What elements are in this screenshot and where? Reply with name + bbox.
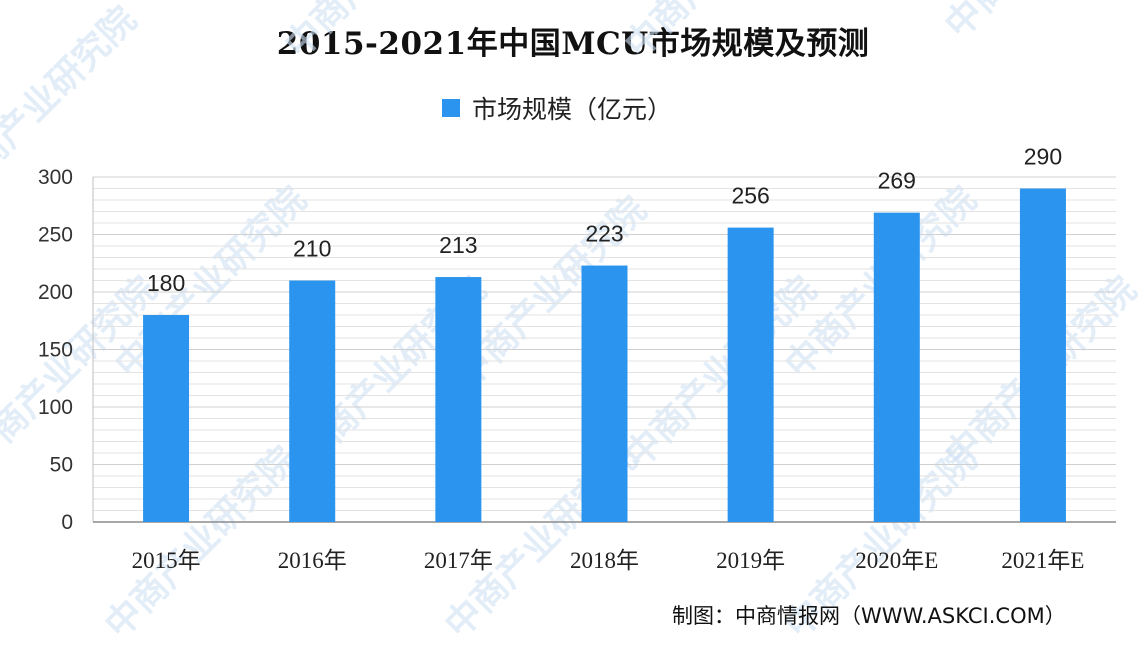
legend: 市场规模（亿元） <box>442 90 672 126</box>
data-label: 180 <box>147 270 185 296</box>
bar <box>289 280 336 522</box>
y-tick-label: 300 <box>38 166 73 189</box>
bar <box>1019 188 1066 522</box>
watermark-text: 中商产业研究院 <box>277 0 484 66</box>
legend-swatch <box>442 99 460 117</box>
y-tick-label: 150 <box>38 339 73 362</box>
data-label: 269 <box>878 168 916 194</box>
x-tick-label: 2015年 <box>132 548 201 573</box>
x-tick-label: 2019年 <box>716 548 785 573</box>
x-tick-label: 2017年 <box>424 548 493 573</box>
x-tick-label: 2018年 <box>570 548 639 573</box>
bar <box>143 315 190 522</box>
data-label: 223 <box>585 221 623 247</box>
bar <box>435 277 482 522</box>
watermark-text: 中商产业研究院 <box>617 0 824 66</box>
y-tick-label: 100 <box>38 396 73 419</box>
x-tick-label: 2016年 <box>278 548 347 573</box>
y-tick-label: 0 <box>61 511 73 534</box>
watermark-text: 中商产业研究院 <box>97 439 304 646</box>
source-credit: 制图：中商情报网（WWW.ASKCI.COM） <box>672 604 1066 628</box>
x-tick-label: 2021年E <box>1001 548 1084 573</box>
bar <box>873 212 920 522</box>
legend-label: 市场规模（亿元） <box>472 95 673 124</box>
x-tick-label: 2020年E <box>855 548 938 573</box>
data-label: 210 <box>293 236 331 262</box>
data-label: 256 <box>731 183 769 209</box>
y-tick-label: 250 <box>38 224 73 247</box>
watermark-text: 中商产业研究院 <box>937 0 1144 46</box>
chart-title: 2015-2021年中国MCU市场规模及预测 <box>276 26 870 62</box>
y-tick-label: 200 <box>38 281 73 304</box>
data-label: 213 <box>439 232 477 258</box>
bar <box>581 265 628 522</box>
y-tick-label: 50 <box>50 454 73 477</box>
data-label: 290 <box>1024 144 1062 170</box>
bar <box>727 227 774 522</box>
